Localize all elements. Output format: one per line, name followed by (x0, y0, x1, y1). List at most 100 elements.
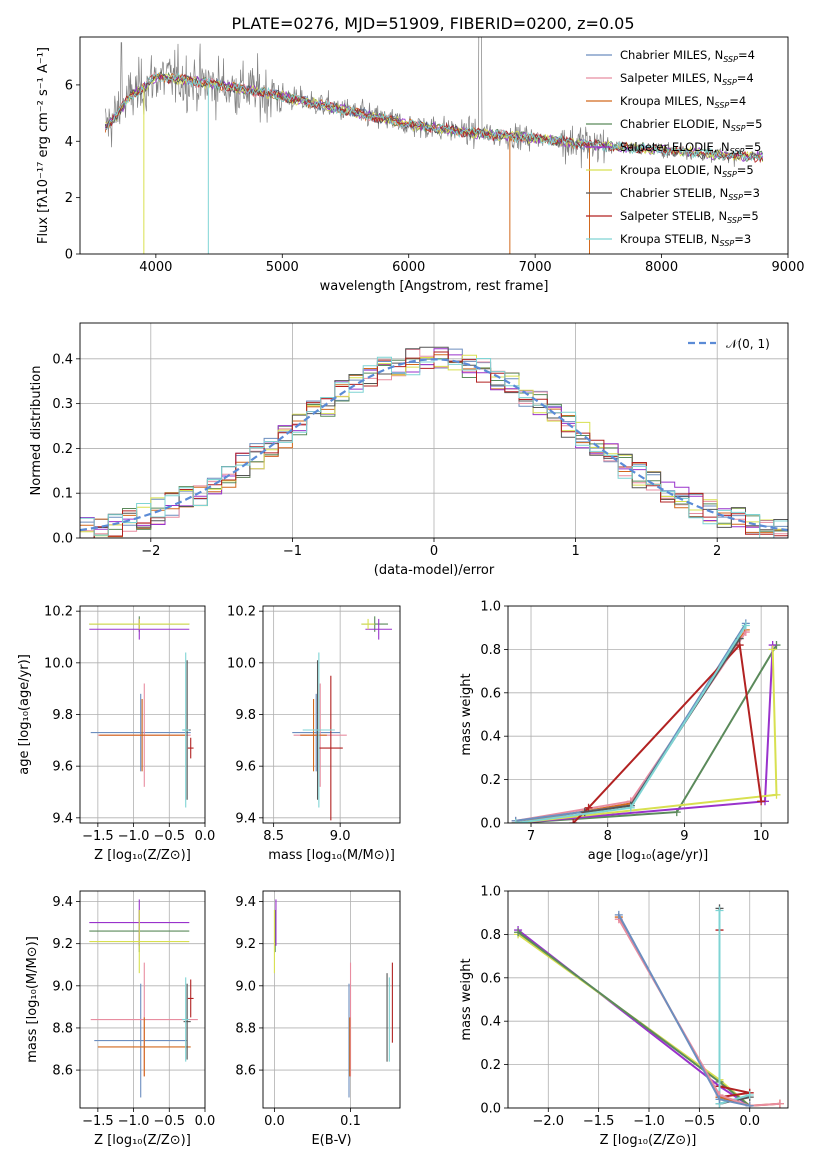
x-tick-label: 10 (753, 829, 770, 844)
x-tick-label: 0.0 (195, 829, 216, 844)
errorbar-point (292, 693, 341, 772)
x-tick-label: 8 (604, 829, 612, 844)
axes-frame (262, 605, 401, 824)
errorbar-point (302, 652, 335, 808)
y-tick-label: 0 (65, 248, 73, 263)
weight-line (718, 930, 750, 1099)
y-tick-label: 0.8 (480, 643, 501, 658)
legend-label: Salpeter MILES, NSSP=4 (620, 71, 754, 87)
y-tick-label: 10.0 (44, 656, 73, 671)
y-tick-label: 0.2 (480, 1058, 501, 1073)
legend-label-count: =3 (743, 186, 760, 200)
axes-frame (79, 36, 789, 255)
weight-marker (768, 645, 777, 654)
legend-label: 𝒩(0, 1) (726, 337, 770, 351)
y-tick-label: 10.0 (227, 656, 256, 671)
weight-line (515, 624, 747, 823)
plot-area (263, 606, 400, 823)
weight-marker (511, 819, 520, 823)
weight-marker (584, 803, 593, 812)
weight-marker (614, 910, 623, 919)
weight-marker (626, 803, 635, 812)
y-tick-label: 1.0 (480, 885, 501, 900)
y-tick-label: 9.8 (235, 708, 256, 723)
y-tick-label: 6 (65, 78, 73, 93)
weight-line (515, 645, 774, 823)
errorbar-point (99, 699, 185, 772)
weight-line (517, 931, 751, 1107)
y-tick-label: 9.4 (235, 811, 256, 826)
legend-label-subscript: SSP (731, 124, 746, 133)
legend-label-subscript: SSP (722, 170, 737, 179)
axes-frame (79, 605, 206, 824)
y-tick-label: 2 (65, 191, 73, 206)
x-axis-label: age [log₁₀(age/yr)] (588, 848, 709, 863)
model-spectrum (105, 72, 764, 164)
y-tick-label: 10.2 (227, 605, 256, 620)
panel-age_vs_mass: 8.5 9.0 9.4 9.6 9.8 10.0 10.2 mass [log₁₀(M/M⊙)… (227, 605, 401, 863)
x-tick-label: −1.0 (118, 829, 150, 844)
legend-label-subscript: SSP (720, 239, 735, 248)
legend-label-count: =4 (737, 71, 754, 85)
y-tick-label: 8.6 (235, 1064, 256, 1079)
axes-frame (79, 890, 206, 1109)
y-tick-label: 0.8 (480, 928, 501, 943)
panel-mass_vs_Z: −1.5 −1.0 −0.5 0.0 8.6 8.8 9.0 9.2 9.4 Z [log₁₀(Z… (25, 890, 216, 1148)
y-tick-label: 0.6 (480, 686, 501, 701)
legend-label-subscript: SSP (727, 216, 742, 225)
y-tick-label: 0.4 (52, 352, 73, 367)
weight-marker (757, 797, 766, 806)
normal-curve (80, 358, 788, 532)
y-axis-label: mass [log₁₀(M/M⊙)] (25, 936, 40, 1063)
weight-line (515, 629, 747, 823)
legend-label: Kroupa MILES, NSSP=4 (620, 94, 746, 110)
x-tick-label: −0.5 (153, 829, 185, 844)
legend-label-count: =5 (742, 209, 759, 223)
y-axis-label: age [log₁₀(age/yr)] (17, 654, 32, 775)
legend-label-subscript: SSP (730, 147, 745, 156)
legend-label-count: =5 (737, 163, 754, 177)
x-axis-label: Z [log₁₀(Z/Z⊙)] (600, 1133, 697, 1148)
y-tick-label: 0.2 (52, 442, 73, 457)
x-tick-label: 2 (713, 544, 721, 559)
x-tick-label: 8000 (645, 260, 678, 275)
legend-label-main: Chabrier ELODIE, N (620, 117, 731, 131)
y-tick-label: 8.6 (52, 1064, 73, 1079)
figure-title: PLATE=0276, MJD=51909, FIBERID=0200, z=0… (231, 14, 634, 33)
plot-area (80, 606, 205, 823)
y-tick-label: 4 (65, 135, 73, 150)
x-tick-label: 9.0 (330, 829, 351, 844)
legend-label: Chabrier ELODIE, NSSP=5 (620, 117, 762, 133)
y-tick-label: 9.4 (235, 895, 256, 910)
errorbar-point (89, 909, 190, 974)
x-axis-label: (data-model)/error (374, 563, 495, 578)
axes-frame (507, 605, 789, 824)
x-tick-label: −1.5 (82, 829, 114, 844)
legend-label: Kroupa ELODIE, NSSP=5 (620, 163, 754, 179)
weight-marker (715, 906, 724, 915)
weight-marker (569, 819, 578, 823)
legend-label: Chabrier STELIB, NSSP=3 (620, 186, 760, 202)
x-tick-label: 0.1 (340, 1114, 361, 1129)
weight-line (515, 622, 747, 822)
legend-label-subscript: SSP (715, 101, 730, 110)
x-axis-label: E(B-V) (311, 1133, 351, 1148)
y-tick-label: 0.4 (480, 1015, 501, 1030)
x-tick-label: 0 (430, 544, 438, 559)
legend-label-main: Chabrier MILES, N (620, 48, 723, 62)
plot-area (263, 891, 400, 1108)
axes-frame (79, 322, 789, 539)
x-tick-label: 0.0 (195, 1114, 216, 1129)
y-axis-label: mass weight (459, 673, 474, 755)
y-tick-label: 9.6 (235, 760, 256, 775)
legend-label-main: Kroupa ELODIE, N (620, 163, 722, 177)
errorbar-point (187, 979, 194, 1018)
weight-line (572, 642, 763, 823)
y-tick-label: 9.0 (52, 979, 73, 994)
panel-mass_vs_ebv: 0.0 0.1 8.6 8.8 9.0 9.2 9.4 E(B-V) (235, 890, 401, 1148)
x-axis-label: mass [log₁₀(M/M⊙)] (268, 848, 395, 863)
plot-area (508, 891, 788, 1108)
y-tick-label: 8.8 (52, 1021, 73, 1036)
weight-marker (772, 790, 781, 799)
axes-frame (262, 890, 401, 1109)
